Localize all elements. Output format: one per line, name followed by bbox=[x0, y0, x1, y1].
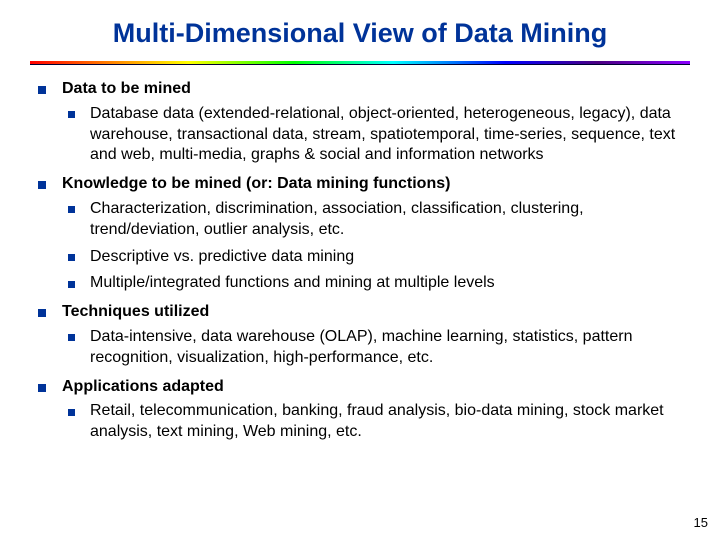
inner-list: Database data (extended-relational, obje… bbox=[62, 104, 684, 166]
inner-item: Characterization, discrimination, associ… bbox=[62, 199, 684, 241]
inner-list: Characterization, discrimination, associ… bbox=[62, 199, 684, 294]
slide-content: Data to be mined Database data (extended-… bbox=[0, 65, 720, 443]
inner-item: Data-intensive, data warehouse (OLAP), m… bbox=[62, 327, 684, 369]
section-heading: Data to be mined bbox=[62, 80, 191, 97]
slide-title: Multi-Dimensional View of Data Mining bbox=[0, 0, 720, 55]
inner-item: Descriptive vs. predictive data mining bbox=[62, 247, 684, 268]
section-item: Knowledge to be mined (or: Data mining f… bbox=[36, 174, 684, 294]
page-number: 15 bbox=[694, 515, 708, 530]
section-item: Data to be mined Database data (extended-… bbox=[36, 79, 684, 166]
inner-item: Retail, telecommunication, banking, frau… bbox=[62, 401, 684, 443]
section-heading: Applications adapted bbox=[62, 378, 224, 395]
section-item: Applications adapted Retail, telecommunic… bbox=[36, 377, 684, 443]
inner-item: Database data (extended-relational, obje… bbox=[62, 104, 684, 166]
inner-list: Retail, telecommunication, banking, frau… bbox=[62, 401, 684, 443]
inner-item: Multiple/integrated functions and mining… bbox=[62, 273, 684, 294]
outer-list: Data to be mined Database data (extended-… bbox=[36, 79, 684, 443]
section-heading: Knowledge to be mined (or: Data mining f… bbox=[62, 175, 450, 192]
section-item: Techniques utilized Data-intensive, data … bbox=[36, 302, 684, 368]
slide: { "title": { "text": "Multi-Dimensional … bbox=[0, 0, 720, 540]
section-heading: Techniques utilized bbox=[62, 303, 209, 320]
inner-list: Data-intensive, data warehouse (OLAP), m… bbox=[62, 327, 684, 369]
